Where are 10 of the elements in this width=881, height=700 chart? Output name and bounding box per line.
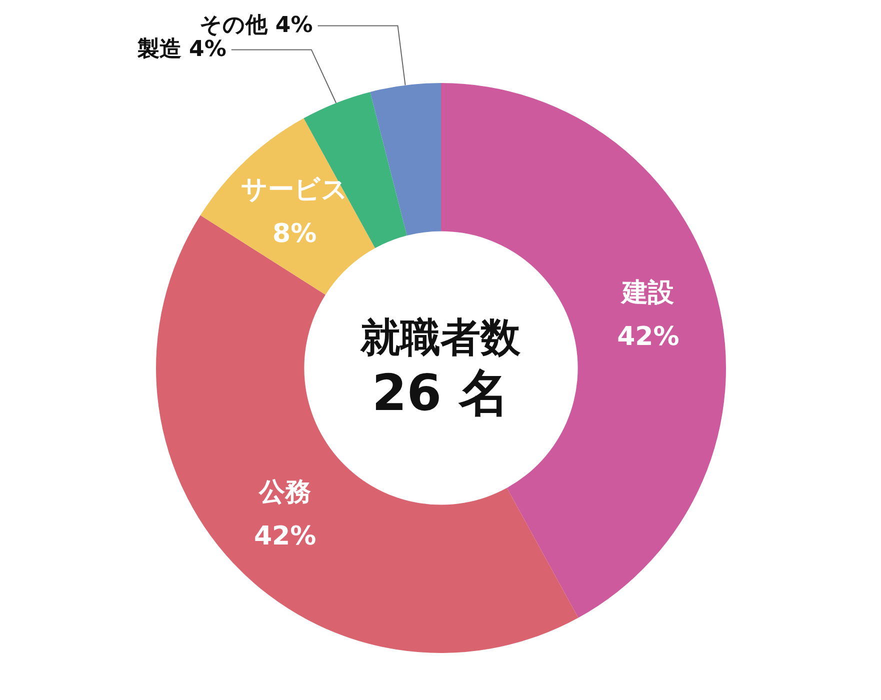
slice-label: 製造 4%	[136, 37, 226, 62]
data-label: 8%	[272, 219, 317, 250]
slice-label: サービス	[241, 175, 348, 206]
slice-label: その他 4%	[200, 13, 313, 38]
text: 26 名	[372, 364, 509, 422]
slice-label: 建設	[620, 278, 676, 308]
data-label: 42%	[617, 322, 680, 352]
slice-label: 公務	[258, 477, 312, 508]
text: 就職者数	[360, 315, 522, 361]
data-label: 42%	[254, 521, 316, 552]
